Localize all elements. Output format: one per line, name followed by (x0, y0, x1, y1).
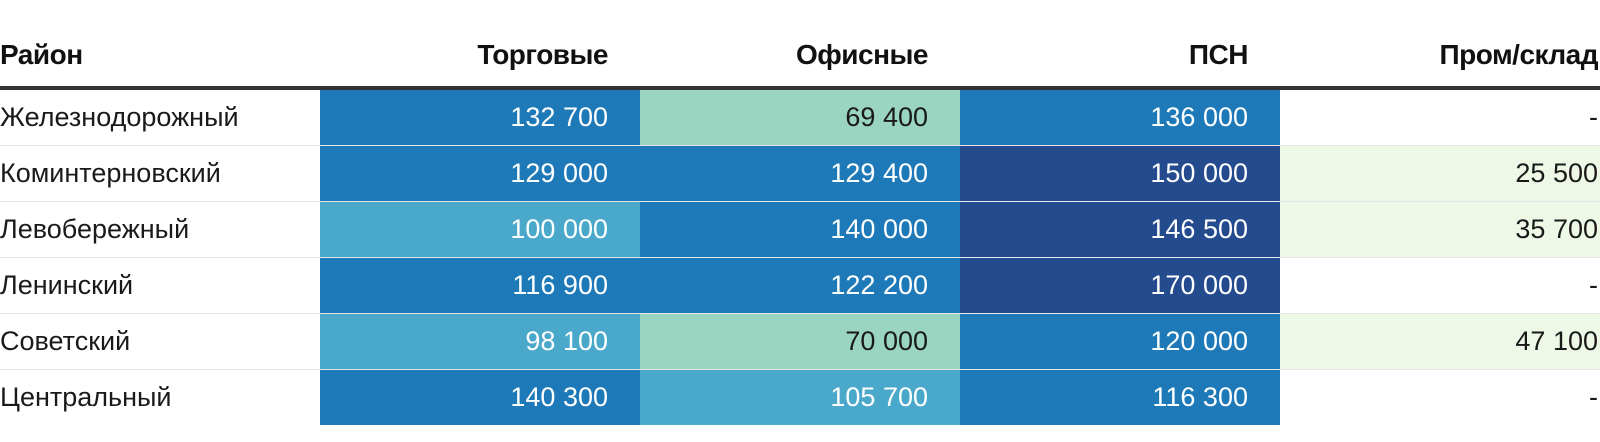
heatmap-cell-psn: 120 000 (960, 313, 1280, 370)
heatmap-cell-office: 69 400 (640, 88, 960, 146)
heatmap-cell-industrial: 25 500 (1280, 145, 1600, 202)
row-header: Район (0, 24, 320, 90)
heatmap-cell-industrial: - (1280, 257, 1600, 314)
heatmap-cell-retail: 140 300 (320, 369, 640, 425)
row-label: Левобережный (0, 201, 320, 258)
heatmap-cell-office: 70 000 (640, 313, 960, 370)
heatmap-cell-psn: 136 000 (960, 88, 1280, 146)
column-header-industrial: Пром/склад (1280, 24, 1600, 90)
table-row: Советский 98 100 70 000 120 000 47 100 (0, 313, 1600, 370)
heatmap-cell-industrial: 35 700 (1280, 201, 1600, 258)
heatmap-cell-retail: 100 000 (320, 201, 640, 258)
column-header-office: Офисные (640, 24, 960, 90)
table-body: Железнодорожный 132 700 69 400 136 000- Коми… (0, 88, 1600, 425)
header-row: Район Торговые Офисные ПСН Пром/склад (0, 24, 1600, 90)
heatmap-cell-retail: 132 700 (320, 88, 640, 146)
heatmap-cell-office: 140 000 (640, 201, 960, 258)
heatmap-cell-industrial: - (1280, 369, 1600, 425)
heatmap-cell-industrial: - (1280, 88, 1600, 146)
column-header-retail: Торговые (320, 24, 640, 90)
heatmap-cell-psn: 150 000 (960, 145, 1280, 202)
heatmap-cell-psn: 146 500 (960, 201, 1280, 258)
heatmap-table: Район Торговые Офисные ПСН Пром/склад Же… (0, 24, 1600, 425)
heatmap-cell-psn: 170 000 (960, 257, 1280, 314)
table-row: Центральный 140 300 105 700 116 300- (0, 369, 1600, 425)
table-row: Железнодорожный 132 700 69 400 136 000- (0, 88, 1600, 146)
table-row: Левобережный 100 000 140 000 146 500 35 700 (0, 201, 1600, 258)
heatmap-cell-retail: 116 900 (320, 257, 640, 314)
column-header-psn: ПСН (960, 24, 1280, 90)
heatmap-cell-office: 105 700 (640, 369, 960, 425)
heatmap-cell-retail: 98 100 (320, 313, 640, 370)
row-label: Советский (0, 313, 320, 370)
heatmap-cell-psn: 116 300 (960, 369, 1280, 425)
row-label: Коминтерновский (0, 145, 320, 202)
heatmap-cell-industrial: 47 100 (1280, 313, 1600, 370)
heatmap-cell-retail: 129 000 (320, 145, 640, 202)
table-row: Ленинский 116 900 122 200 170 000- (0, 257, 1600, 314)
heatmap-cell-office: 129 400 (640, 145, 960, 202)
row-label: Центральный (0, 382, 172, 412)
row-label: Железнодорожный (0, 88, 320, 146)
row-label: Ленинский (0, 257, 320, 314)
table-row: Коминтерновский 129 000 129 400 150 000 25 5… (0, 145, 1600, 202)
heatmap-cell-office: 122 200 (640, 257, 960, 314)
